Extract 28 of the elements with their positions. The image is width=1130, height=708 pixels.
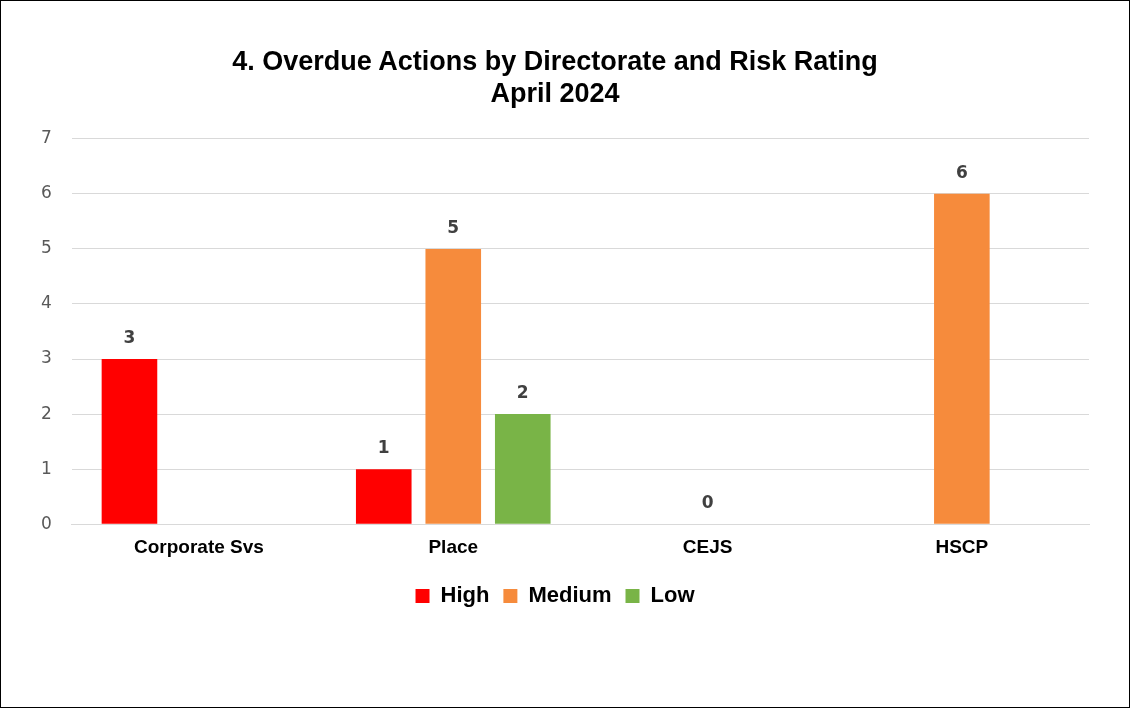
y-tick-label: 5 (40, 237, 52, 258)
x-tick-label: Place (428, 535, 479, 557)
legend-label: Low (650, 582, 696, 608)
data-label: 0 (701, 492, 714, 513)
y-tick-label: 7 (40, 127, 52, 148)
data-label: 1 (377, 437, 390, 458)
data-label: 3 (123, 326, 136, 347)
data-label: 2 (516, 382, 529, 403)
data-label: 6 (955, 161, 968, 182)
y-tick-label: 4 (40, 292, 52, 313)
bar (494, 414, 551, 524)
chart-title: 4. Overdue Actions by Directorate and Risk Rating (232, 45, 878, 76)
bar (355, 469, 412, 524)
legend-label: Medium (528, 582, 612, 608)
y-tick-label: 2 (40, 402, 52, 423)
x-tick-label: HSCP (935, 535, 989, 557)
bar (101, 359, 158, 524)
y-tick-label: 1 (40, 457, 52, 478)
y-tick-label: 0 (40, 512, 52, 533)
y-tick-label: 6 (40, 182, 52, 203)
bar (934, 193, 990, 524)
bar (425, 248, 482, 524)
x-tick-label: CEJS (682, 535, 733, 557)
chart-subtitle: April 2024 (490, 78, 620, 109)
y-tick-label: 3 (40, 347, 52, 368)
legend-label: High (440, 582, 490, 608)
x-tick-label: Corporate Svs (134, 535, 264, 557)
data-label: 5 (447, 216, 460, 237)
